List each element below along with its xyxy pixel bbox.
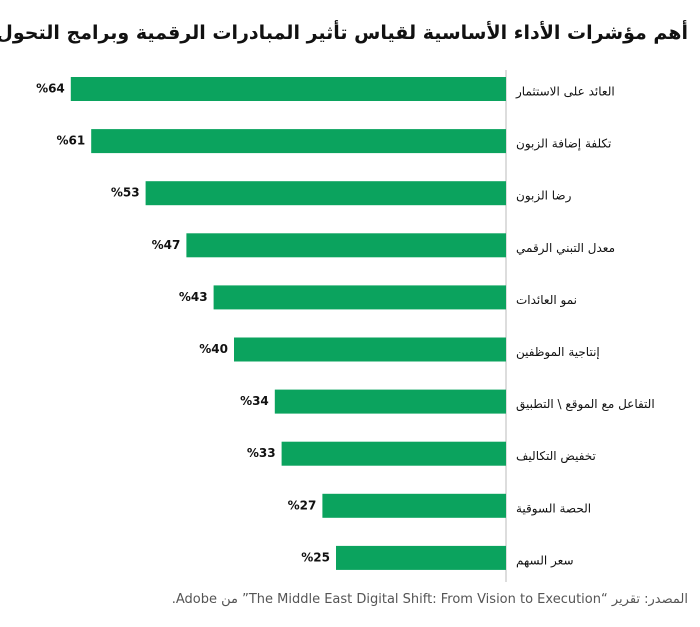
category-label: الحصة السوقية <box>516 501 591 516</box>
bar <box>91 129 506 154</box>
bar <box>186 233 506 258</box>
bar <box>274 389 506 414</box>
bar <box>322 493 506 518</box>
category-label: تكلفة إضافة الزبون <box>516 137 611 152</box>
value-label: %25 <box>301 550 330 564</box>
bar <box>336 545 506 570</box>
category-label: تخفيض التكاليف <box>516 449 596 464</box>
bar <box>145 181 506 206</box>
category-label: العائد على الاستثمار <box>515 85 615 100</box>
value-label: %47 <box>152 238 181 252</box>
value-label: %61 <box>56 134 85 148</box>
category-label: إنتاجية الموظفين <box>516 345 600 360</box>
value-label: %34 <box>240 394 269 408</box>
category-label: رضا الزبون <box>516 189 572 204</box>
value-label: %40 <box>199 342 228 356</box>
value-label: %33 <box>247 446 276 460</box>
value-label: %64 <box>36 82 65 96</box>
chart-title: أهم مؤشرات الأداء الأساسية لقياس تأثير ا… <box>0 22 688 44</box>
bar <box>70 77 507 101</box>
bar <box>234 337 506 362</box>
category-label: سعر السهم <box>516 553 574 568</box>
value-label: %43 <box>179 290 208 304</box>
category-label: التفاعل مع الموقع \ التطبيق <box>516 397 655 412</box>
category-label: نمو العائدات <box>516 293 577 308</box>
bar <box>281 441 506 466</box>
value-label: %53 <box>111 186 140 200</box>
source-note: المصدر: تقرير “The Middle East Digital S… <box>171 592 688 607</box>
value-label: %27 <box>288 498 317 512</box>
category-label: معدل التبني الرقمي <box>516 241 615 256</box>
bar <box>213 285 506 310</box>
